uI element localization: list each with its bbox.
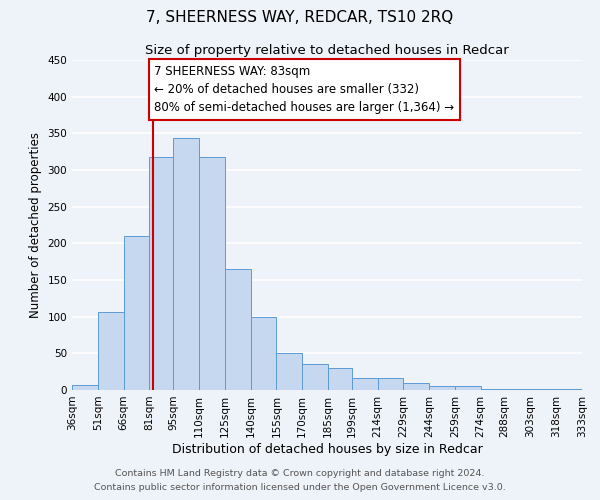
Text: 7 SHEERNESS WAY: 83sqm
← 20% of detached houses are smaller (332)
80% of semi-de: 7 SHEERNESS WAY: 83sqm ← 20% of detached…: [154, 65, 455, 114]
Bar: [98, 312, 124, 390]
Bar: [505, 388, 530, 390]
Bar: [124, 236, 149, 390]
Bar: [530, 388, 556, 390]
Bar: [149, 157, 173, 390]
Bar: [225, 269, 251, 390]
Bar: [328, 368, 352, 390]
Bar: [556, 388, 582, 390]
X-axis label: Distribution of detached houses by size in Redcar: Distribution of detached houses by size …: [172, 442, 482, 456]
Text: Contains public sector information licensed under the Open Government Licence v3: Contains public sector information licen…: [94, 484, 506, 492]
Bar: [302, 364, 328, 390]
Bar: [199, 157, 225, 390]
Text: 7, SHEERNESS WAY, REDCAR, TS10 2RQ: 7, SHEERNESS WAY, REDCAR, TS10 2RQ: [146, 10, 454, 25]
Bar: [481, 388, 505, 390]
Text: Contains HM Land Registry data © Crown copyright and database right 2024.: Contains HM Land Registry data © Crown c…: [115, 468, 485, 477]
Bar: [429, 386, 455, 390]
Bar: [455, 386, 481, 390]
Bar: [377, 378, 403, 390]
Bar: [251, 318, 277, 390]
Bar: [352, 378, 377, 390]
Bar: [173, 138, 199, 390]
Y-axis label: Number of detached properties: Number of detached properties: [29, 132, 42, 318]
Bar: [72, 385, 98, 390]
Bar: [277, 354, 302, 390]
Bar: [403, 384, 429, 390]
Title: Size of property relative to detached houses in Redcar: Size of property relative to detached ho…: [145, 44, 509, 58]
